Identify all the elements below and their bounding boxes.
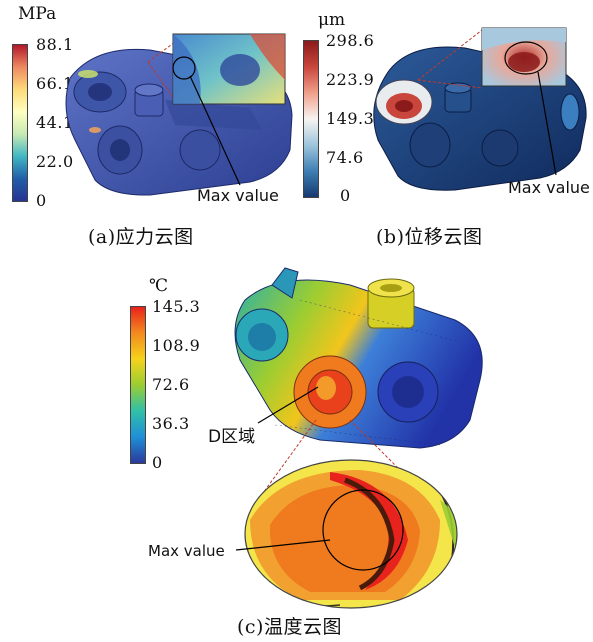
temperature-unit-label: ℃ <box>149 276 169 296</box>
temperature-max-annotation: Max value <box>148 542 225 560</box>
stress-tick-3: 44.1 <box>36 113 74 132</box>
temperature-caption: (c)温度云图 <box>237 616 342 638</box>
temperature-tick-2: 108.9 <box>152 336 201 355</box>
stress-caption: (a)应力云图 <box>88 226 194 248</box>
displacement-tick-max: 298.6 <box>326 31 375 50</box>
temperature-colorbar <box>130 306 146 464</box>
displacement-tick-4: 74.6 <box>326 148 364 167</box>
temperature-tick-max: 145.3 <box>152 297 201 316</box>
temperature-tick-4: 36.3 <box>152 414 190 433</box>
stress-tick-2: 66.1 <box>36 74 74 93</box>
zone-d-label: D区域 <box>208 427 256 447</box>
stress-gearbox-render <box>65 33 293 196</box>
temperature-tick-min: 0 <box>152 453 163 472</box>
displacement-caption: (b)位移云图 <box>376 226 483 248</box>
stress-tick-min: 0 <box>36 191 47 210</box>
stress-unit-label: MPa <box>18 4 57 24</box>
stress-tick-4: 22.0 <box>36 152 74 171</box>
displacement-unit-label: μm <box>318 10 346 30</box>
displacement-tick-3: 149.3 <box>326 109 375 128</box>
displacement-colorbar <box>303 40 319 198</box>
temperature-tick-3: 72.6 <box>152 375 190 394</box>
displacement-gearbox-render <box>373 27 587 191</box>
displacement-tick-min: 0 <box>340 186 351 205</box>
stress-max-annotation: Max value <box>197 186 279 205</box>
displacement-max-annotation: Max value <box>508 178 590 197</box>
stress-colorbar <box>12 44 28 202</box>
displacement-tick-2: 223.9 <box>326 70 375 89</box>
stress-tick-max: 88.1 <box>36 35 74 54</box>
